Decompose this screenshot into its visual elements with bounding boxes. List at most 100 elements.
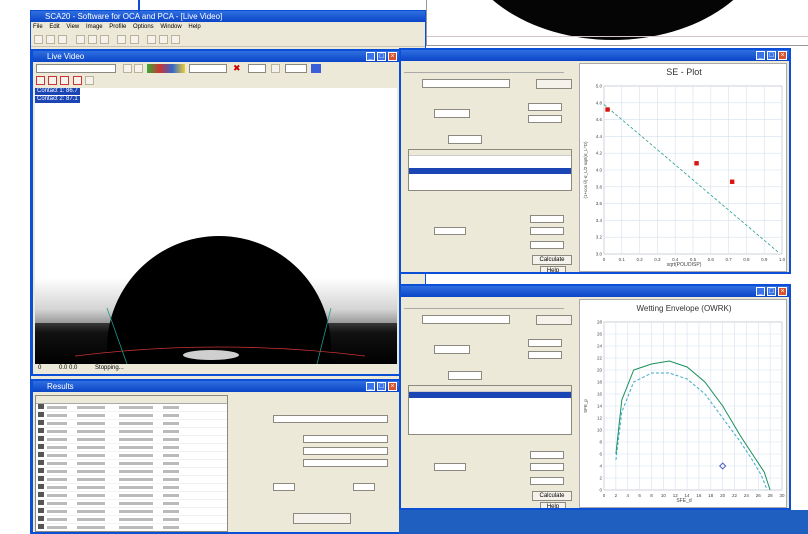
wetting-help-button[interactable]: Help [540,502,566,508]
minimize-icon[interactable]: _ [366,382,375,391]
menu-edit[interactable]: Edit [49,24,60,30]
maximize-icon[interactable]: □ [377,382,386,391]
paste-icon[interactable] [100,35,110,45]
copy-icon[interactable] [87,35,97,45]
help-icon[interactable] [146,35,156,45]
results-field-3[interactable] [303,447,388,455]
wetting-result-2[interactable] [530,451,564,459]
wetting-calc-button[interactable]: Calculate [532,491,572,501]
se-list-selected[interactable] [409,168,571,174]
table-row[interactable] [36,460,227,468]
close-icon[interactable]: × [388,382,397,391]
color-tools[interactable] [147,64,185,73]
table-row[interactable] [36,412,227,420]
close-icon[interactable]: × [388,52,397,61]
se-result-4[interactable] [530,241,564,249]
video-frame[interactable]: Contact 1: 86.7 Contact 2: 87.1 [35,88,397,364]
table-row[interactable] [36,500,227,508]
se-result-2[interactable] [530,215,564,223]
cut-icon[interactable] [75,35,85,45]
table-row[interactable] [36,428,227,436]
fit-ellipse-icon[interactable] [48,76,58,86]
table-row[interactable] [36,508,227,516]
table-row[interactable] [36,476,227,484]
camera-select[interactable] [36,64,116,73]
table-row[interactable] [36,444,227,452]
se-field-d[interactable] [448,135,482,144]
minimize-icon[interactable]: _ [756,51,765,60]
frame-field[interactable] [285,64,307,73]
measure-icon[interactable] [84,76,94,86]
monitor-icon[interactable] [311,64,321,73]
wetting-liquid-list[interactable] [408,385,572,435]
zoom-icon[interactable] [159,35,169,45]
red-x-icon[interactable]: ✖ [233,63,241,73]
menu-file[interactable]: File [33,24,43,30]
wetting-field-a[interactable] [434,345,470,354]
baseline-icon[interactable] [36,76,45,86]
table-row[interactable] [36,436,227,444]
se-field-c[interactable] [528,115,562,123]
se-field-a[interactable] [434,109,470,118]
wetting-field-c[interactable] [528,351,562,359]
se-liquid-select[interactable] [422,79,510,88]
wetting-list-selected[interactable] [409,392,571,398]
profile-select[interactable] [189,64,227,73]
close-icon[interactable]: × [778,51,787,60]
close-icon[interactable]: × [778,287,787,296]
maximize-icon[interactable]: □ [767,51,776,60]
results-field-4[interactable] [303,459,388,467]
menu-view[interactable]: View [66,24,80,30]
minimize-icon[interactable]: _ [756,287,765,296]
se-help-button[interactable]: Help [540,266,566,272]
fit-circle-icon[interactable] [72,76,82,86]
wetting-field-d[interactable] [448,371,482,380]
table-row[interactable] [36,516,227,524]
menu-image[interactable]: Image [85,24,103,30]
table-row[interactable] [36,492,227,500]
se-calc-button[interactable]: Calculate [532,255,572,265]
results-field-5[interactable] [273,483,295,491]
new-icon[interactable] [34,35,43,45]
wetting-browse-button[interactable] [536,315,572,325]
results-field-2[interactable] [303,435,388,443]
se-browse-button[interactable] [536,79,572,89]
table-row[interactable] [36,404,227,412]
snapshot-icon[interactable] [123,64,132,73]
pause-icon[interactable] [134,64,143,73]
results-field-6[interactable] [353,483,375,491]
table-row[interactable] [36,452,227,460]
results-table[interactable] [35,395,228,532]
table-row[interactable] [36,468,227,476]
record-icon[interactable] [129,35,139,45]
menu-help[interactable]: Help [188,24,201,30]
se-result-3[interactable] [530,227,564,235]
wetting-result-4[interactable] [530,477,564,485]
zoom-field[interactable] [248,64,266,73]
table-row[interactable] [36,420,227,428]
minimize-icon[interactable]: _ [366,52,375,61]
wetting-liquid-select[interactable] [422,315,510,324]
se-liquid-list[interactable] [408,149,572,191]
menu-window[interactable]: Window [160,24,182,30]
settings-icon[interactable] [171,35,181,45]
results-field-1[interactable] [273,415,388,423]
wetting-field-b[interactable] [528,339,562,347]
fit-tangent-icon[interactable] [60,76,70,86]
fit-icon[interactable] [271,64,280,73]
table-row[interactable] [36,524,227,531]
se-field-b[interactable] [528,103,562,111]
maximize-icon[interactable]: □ [377,52,386,61]
wetting-result-1[interactable] [434,463,466,471]
menu-options[interactable]: Options [132,24,154,30]
camera-icon[interactable] [117,35,127,45]
se-result-1[interactable] [434,227,466,235]
open-icon[interactable] [46,35,56,45]
save-icon[interactable] [58,35,68,45]
menu-profile[interactable]: Profile [109,24,127,30]
maximize-icon[interactable]: □ [767,287,776,296]
table-row[interactable] [36,484,227,492]
tangent-left [106,307,128,364]
wetting-result-3[interactable] [530,463,564,471]
results-action-button[interactable] [293,513,351,524]
